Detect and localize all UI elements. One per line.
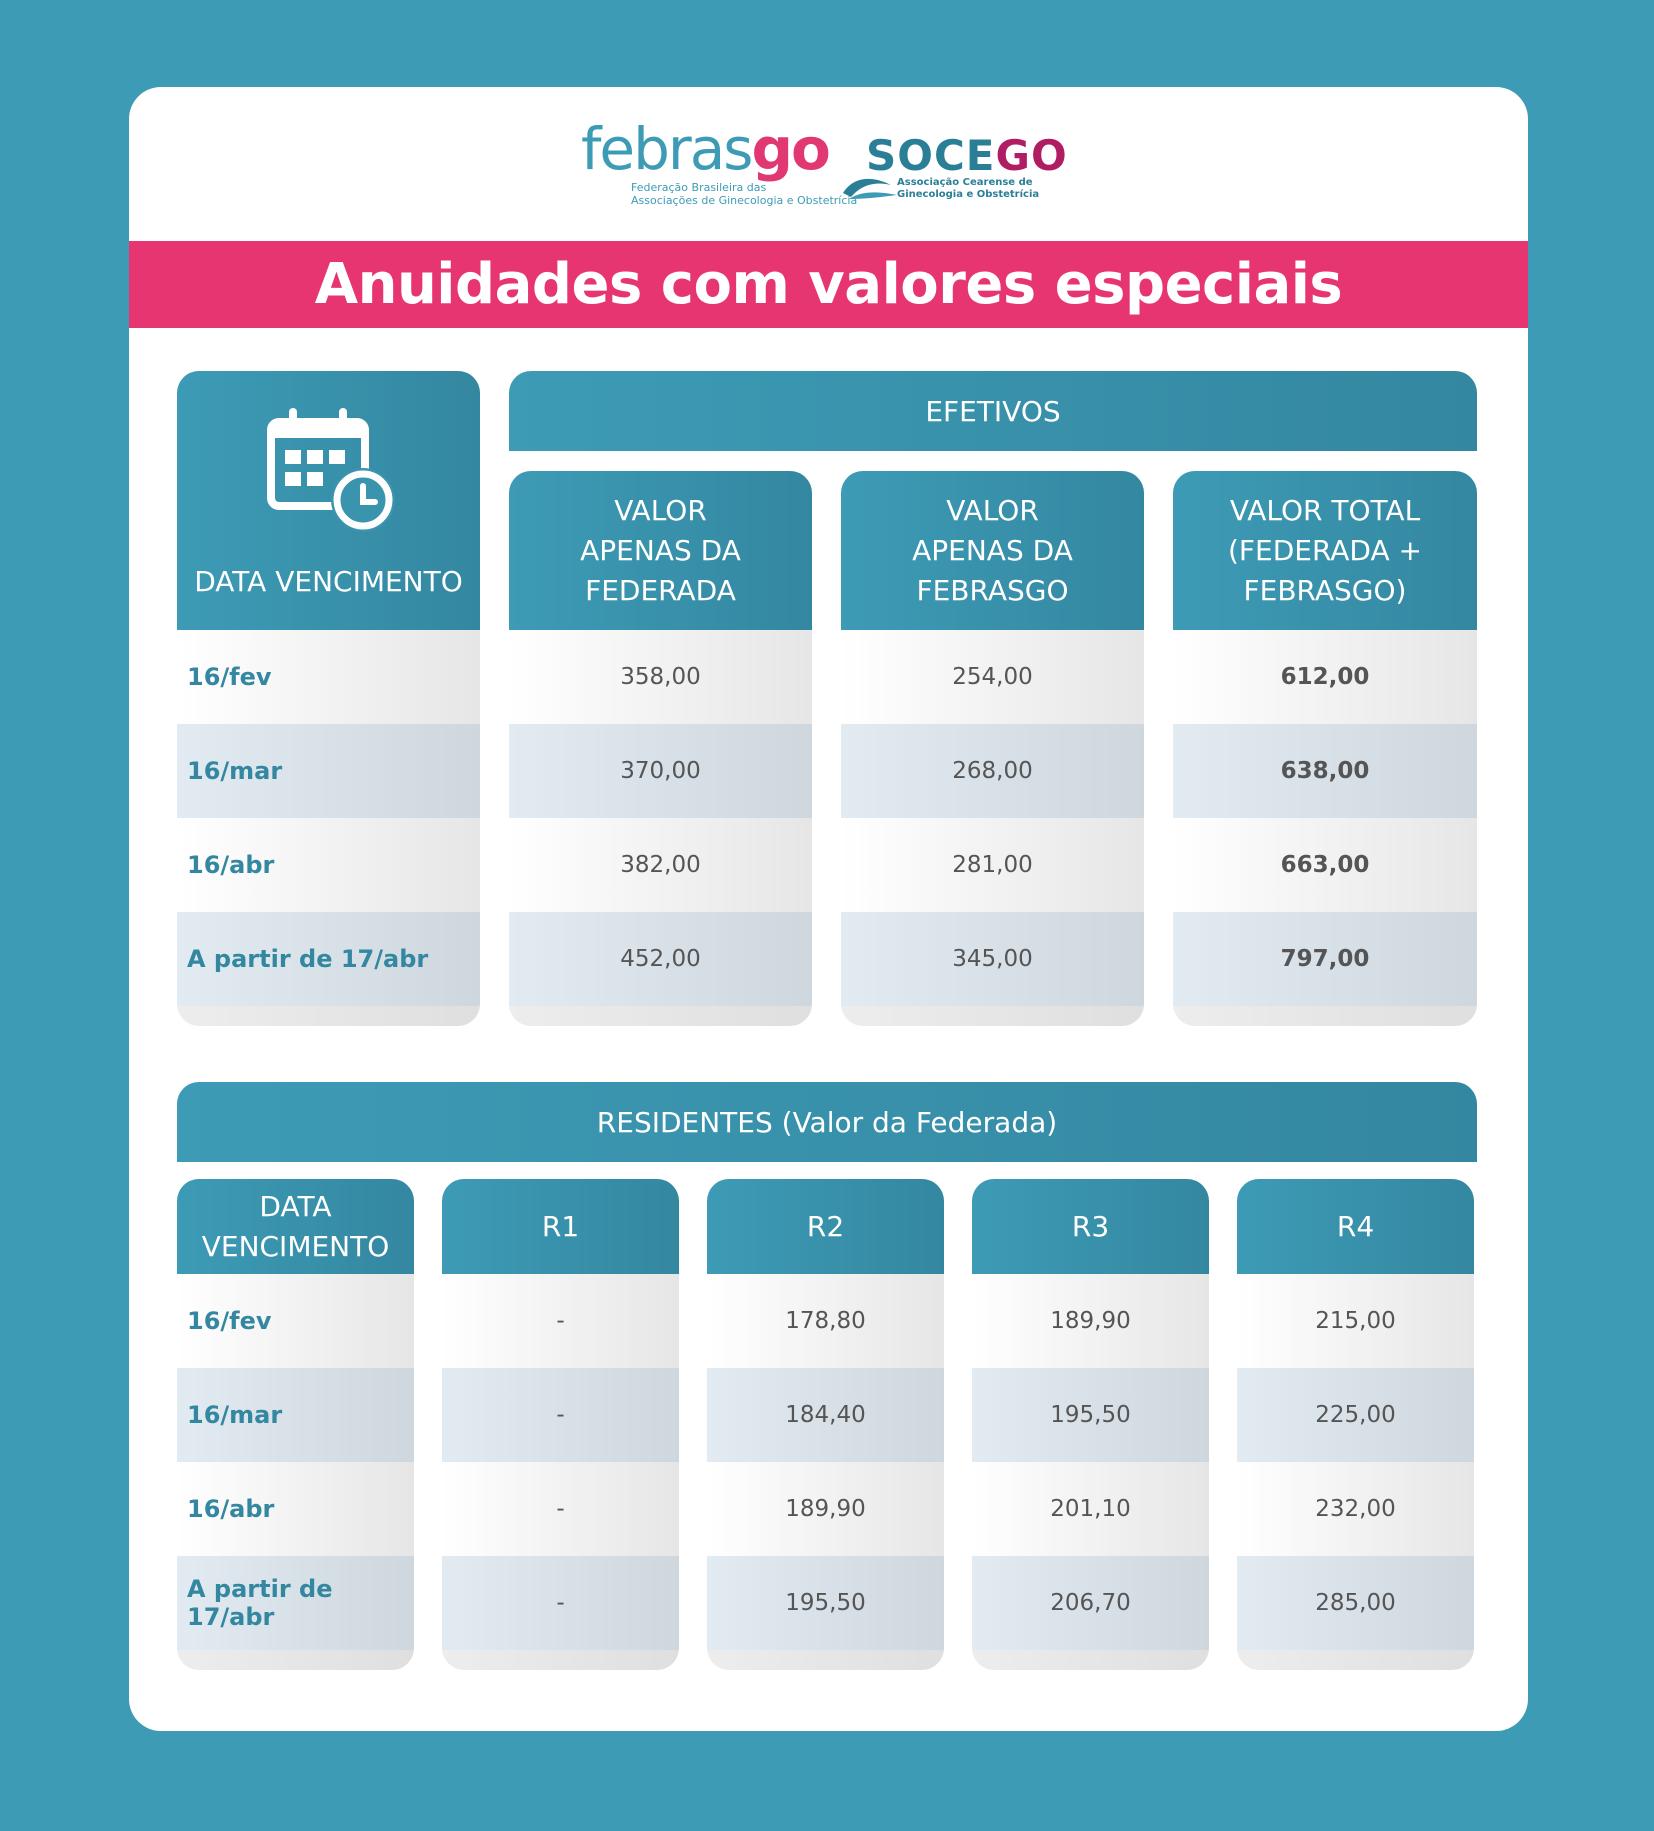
efetivos-total-cell: 797,00 (1173, 912, 1477, 1006)
residentes-date-column: DATA VENCIMENTO 16/fev 16/mar 16/abr A p… (177, 1179, 414, 1670)
socego-wordmark: SOCEGO (866, 131, 1068, 180)
residentes-r2-cell: 184,40 (707, 1368, 944, 1462)
febrasgo-subtitle: Federação Brasileira das Associações de … (631, 181, 858, 207)
residentes-r2-cell: 189,90 (707, 1462, 944, 1556)
residentes-r4-cell: 225,00 (1237, 1368, 1474, 1462)
efetivos-febrasgo-column: VALOR APENAS DA FEBRASGO 254,00 268,00 2… (841, 471, 1144, 1026)
efetivos-febrasgo-cell: 345,00 (841, 912, 1144, 1006)
residentes-date-cell: 16/abr (177, 1462, 414, 1556)
residentes-r4-cell: 285,00 (1237, 1556, 1474, 1650)
efetivos-total-column: VALOR TOTAL (FEDERADA + FEBRASGO) 612,00… (1173, 471, 1477, 1026)
residentes-date-cell: 16/mar (177, 1368, 414, 1462)
residentes-date-header: DATA VENCIMENTO (177, 1179, 414, 1274)
febrasgo-wordmark-main: febras (581, 115, 754, 183)
efetivos-federada-cell: 358,00 (509, 630, 812, 724)
socego-wordmark-accent: GO (995, 131, 1068, 180)
efetivos-febrasgo-cell: 254,00 (841, 630, 1144, 724)
febrasgo-wordmark-accent: go (751, 115, 831, 183)
efetivos-date-header-label: DATA VENCIMENTO (194, 565, 463, 598)
column-footer (177, 1006, 480, 1026)
efetivos-federada-column: VALOR APENAS DA FEDERADA 358,00 370,00 3… (509, 471, 812, 1026)
residentes-r1-column: R1 - - - - (442, 1179, 679, 1670)
wave-icon (843, 178, 897, 199)
efetivos-federada-header: VALOR APENAS DA FEDERADA (509, 471, 812, 630)
residentes-r1-cell: - (442, 1556, 679, 1650)
residentes-r4-header: R4 (1237, 1179, 1474, 1274)
residentes-r3-cell: 189,90 (972, 1274, 1209, 1368)
column-footer (972, 1650, 1209, 1670)
residentes-r4-cell: 232,00 (1237, 1462, 1474, 1556)
residentes-section-header: RESIDENTES (Valor da Federada) (177, 1082, 1477, 1162)
efetivos-date-header: DATA VENCIMENTO (177, 371, 480, 630)
logos-area: febrasgo Federação Brasileira das Associ… (129, 87, 1528, 247)
efetivos-date-cell: 16/fev (177, 630, 480, 724)
efetivos-date-cell: A partir de 17/abr (177, 912, 480, 1006)
residentes-r3-cell: 195,50 (972, 1368, 1209, 1462)
efetivos-section-header: EFETIVOS (509, 371, 1477, 451)
socego-subtitle: Associação Cearense de Ginecologia e Obs… (897, 177, 1040, 200)
residentes-r1-cell: - (442, 1274, 679, 1368)
febrasgo-logo: febrasgo Federação Brasileira das Associ… (581, 115, 857, 211)
socego-logo: SOCEGO Associação Cearense de Ginecologi… (841, 131, 1081, 215)
residentes-r1-cell: - (442, 1462, 679, 1556)
febrasgo-wordmark: febrasgo (581, 115, 831, 183)
residentes-r1-cell: - (442, 1368, 679, 1462)
efetivos-federada-cell: 370,00 (509, 724, 812, 818)
column-footer (509, 1006, 812, 1026)
residentes-r2-cell: 178,80 (707, 1274, 944, 1368)
column-footer (707, 1650, 944, 1670)
residentes-r2-header: R2 (707, 1179, 944, 1274)
price-card: febrasgo Federação Brasileira das Associ… (129, 87, 1528, 1731)
residentes-date-cell: A partir de 17/abr (177, 1556, 414, 1650)
residentes-r4-cell: 215,00 (1237, 1274, 1474, 1368)
efetivos-federada-cell: 382,00 (509, 818, 812, 912)
efetivos-febrasgo-header: VALOR APENAS DA FEBRASGO (841, 471, 1144, 630)
page-title: Anuidades com valores especiais (129, 241, 1528, 328)
column-footer (1237, 1650, 1474, 1670)
column-footer (1173, 1006, 1477, 1026)
column-footer (442, 1650, 679, 1670)
column-footer (841, 1006, 1144, 1026)
efetivos-date-column: DATA VENCIMENTO 16/fev 16/mar 16/abr A p… (177, 371, 480, 1026)
column-footer (177, 1650, 414, 1670)
calendar-clock-icon (266, 408, 395, 532)
residentes-r4-column: R4 215,00 225,00 232,00 285,00 (1237, 1179, 1474, 1670)
efetivos-total-cell: 638,00 (1173, 724, 1477, 818)
residentes-r2-cell: 195,50 (707, 1556, 944, 1650)
efetivos-febrasgo-cell: 281,00 (841, 818, 1144, 912)
residentes-r3-cell: 206,70 (972, 1556, 1209, 1650)
efetivos-federada-cell: 452,00 (509, 912, 812, 1006)
residentes-r1-header: R1 (442, 1179, 679, 1274)
socego-wordmark-main: SOCE (866, 131, 996, 180)
efetivos-date-cell: 16/abr (177, 818, 480, 912)
residentes-r3-cell: 201,10 (972, 1462, 1209, 1556)
residentes-r3-header: R3 (972, 1179, 1209, 1274)
efetivos-total-cell: 612,00 (1173, 630, 1477, 724)
efetivos-date-cell: 16/mar (177, 724, 480, 818)
efetivos-total-cell: 663,00 (1173, 818, 1477, 912)
efetivos-total-header: VALOR TOTAL (FEDERADA + FEBRASGO) (1173, 471, 1477, 630)
efetivos-febrasgo-cell: 268,00 (841, 724, 1144, 818)
residentes-r2-column: R2 178,80 184,40 189,90 195,50 (707, 1179, 944, 1670)
residentes-date-cell: 16/fev (177, 1274, 414, 1368)
residentes-r3-column: R3 189,90 195,50 201,10 206,70 (972, 1179, 1209, 1670)
